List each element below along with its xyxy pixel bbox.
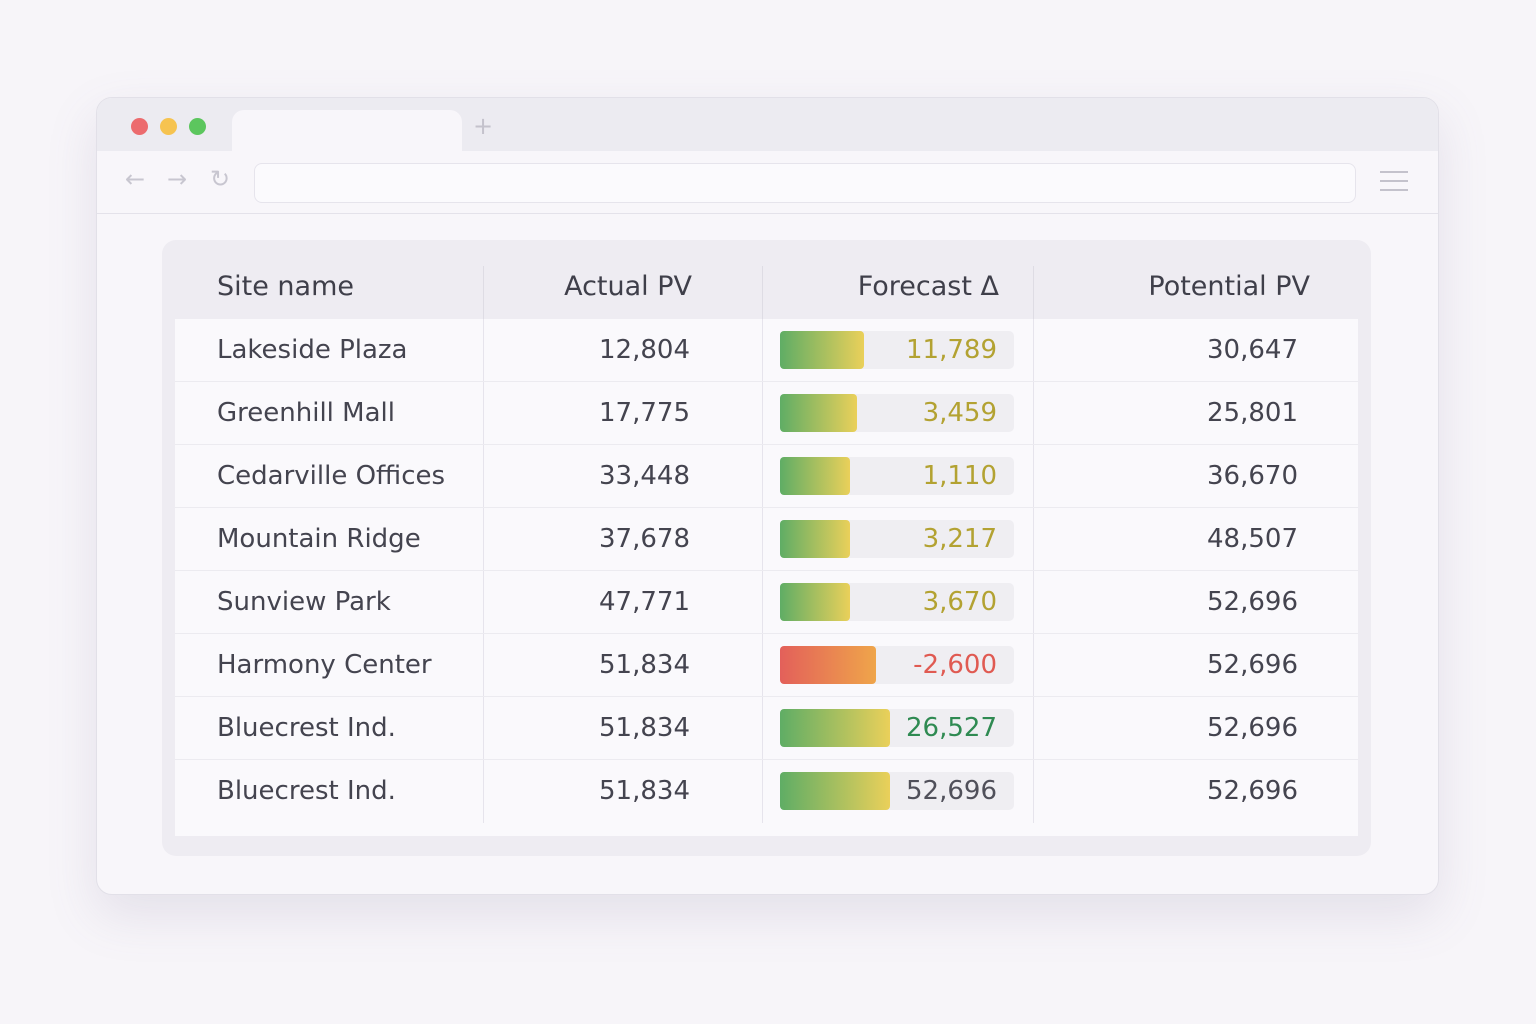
forecast-delta-value: 11,789 [906, 335, 997, 365]
site-name: Lakeside Plaza [175, 319, 484, 381]
forward-arrow-icon[interactable]: → [167, 165, 188, 193]
table-header: Site name Actual PV Forecast Δ Potential… [175, 240, 1358, 326]
forecast-bar-fill [780, 583, 851, 621]
potential-pv: 36,670 [1207, 461, 1298, 491]
back-arrow-icon[interactable]: ← [125, 165, 146, 193]
table-row[interactable]: Harmony Center 51,834 -2,600 52,696 [175, 634, 1358, 697]
actual-pv: 33,448 [484, 445, 763, 507]
forecast-cell: 1,110 [763, 445, 1034, 507]
table-body: Lakeside Plaza 12,804 11,789 30,647 Green… [175, 319, 1358, 836]
new-tab-button[interactable]: + [473, 112, 494, 140]
potential-pv: 52,696 [1207, 713, 1298, 743]
actual-pv: 51,834 [484, 697, 763, 759]
site-name: Mountain Ridge [175, 508, 484, 570]
header-site-name[interactable]: Site name [175, 266, 484, 326]
forecast-delta-value: 3,670 [922, 587, 997, 617]
table-row[interactable]: Bluecrest Ind. 51,834 26,527 52,696 [175, 697, 1358, 760]
site-name: Greenhill Mall [175, 382, 484, 444]
forecast-cell: 3,670 [763, 571, 1034, 633]
forecast-bar-track: 11,789 [780, 331, 1014, 369]
forecast-cell: 52,696 [763, 760, 1034, 823]
site-name: Cedarville Offices [175, 445, 484, 507]
forecast-bar-track: 1,110 [780, 457, 1014, 495]
forecast-bar-track: -2,600 [780, 646, 1014, 684]
potential-pv: 52,696 [1207, 587, 1298, 617]
browser-toolbar: ← → ↻ [97, 151, 1438, 214]
forecast-cell: 3,217 [763, 508, 1034, 570]
forecast-bar-track: 3,217 [780, 520, 1014, 558]
forecast-bar-fill [780, 646, 876, 684]
forecast-delta-value: -2,600 [913, 650, 997, 680]
forecast-cell: 3,459 [763, 382, 1034, 444]
potential-pv: 52,696 [1207, 776, 1298, 806]
actual-pv: 37,678 [484, 508, 763, 570]
table-row[interactable]: Mountain Ridge 37,678 3,217 48,507 [175, 508, 1358, 571]
forecast-delta-value: 3,459 [922, 398, 997, 428]
forecast-bar-fill [780, 394, 858, 432]
pv-table: Site name Actual PV Forecast Δ Potential… [162, 240, 1371, 856]
site-name: Bluecrest Ind. [175, 760, 484, 823]
header-forecast-delta[interactable]: Forecast Δ [763, 266, 1034, 326]
maximize-window-button[interactable] [189, 118, 206, 135]
table-row[interactable]: Lakeside Plaza 12,804 11,789 30,647 [175, 319, 1358, 382]
site-name: Harmony Center [175, 634, 484, 696]
forecast-delta-value: 1,110 [922, 461, 997, 491]
header-potential-pv[interactable]: Potential PV [1148, 271, 1310, 302]
table-row[interactable]: Cedarville Offices 33,448 1,110 36,670 [175, 445, 1358, 508]
forecast-bar-fill [780, 709, 890, 747]
browser-window: + ← → ↻ Site name Actual PV Forecast Δ P… [96, 97, 1439, 895]
forecast-delta-value: 52,696 [906, 776, 997, 806]
forecast-bar-fill [780, 457, 851, 495]
minimize-window-button[interactable] [160, 118, 177, 135]
forecast-bar-track: 52,696 [780, 772, 1014, 810]
potential-pv: 25,801 [1207, 398, 1298, 428]
actual-pv: 51,834 [484, 760, 763, 823]
actual-pv: 51,834 [484, 634, 763, 696]
table-row[interactable]: Bluecrest Ind. 51,834 52,696 52,696 [175, 760, 1358, 823]
actual-pv: 12,804 [484, 319, 763, 381]
site-name: Bluecrest Ind. [175, 697, 484, 759]
forecast-cell: 26,527 [763, 697, 1034, 759]
reload-icon[interactable]: ↻ [210, 165, 231, 193]
forecast-bar-track: 26,527 [780, 709, 1014, 747]
table-row[interactable]: Sunview Park 47,771 3,670 52,696 [175, 571, 1358, 634]
header-actual-pv[interactable]: Actual PV [484, 266, 763, 326]
site-name: Sunview Park [175, 571, 484, 633]
potential-pv: 48,507 [1207, 524, 1298, 554]
address-bar[interactable] [254, 163, 1356, 203]
actual-pv: 47,771 [484, 571, 763, 633]
hamburger-menu-icon[interactable] [1380, 171, 1408, 198]
forecast-bar-track: 3,459 [780, 394, 1014, 432]
forecast-cell: -2,600 [763, 634, 1034, 696]
forecast-bar-track: 3,670 [780, 583, 1014, 621]
forecast-cell: 11,789 [763, 319, 1034, 381]
actual-pv: 17,775 [484, 382, 763, 444]
forecast-bar-fill [780, 520, 851, 558]
forecast-bar-fill [780, 772, 890, 810]
potential-pv: 52,696 [1207, 650, 1298, 680]
tab-bar: + [97, 98, 1438, 152]
forecast-delta-value: 26,527 [906, 713, 997, 743]
potential-pv: 30,647 [1207, 335, 1298, 365]
forecast-bar-fill [780, 331, 865, 369]
forecast-delta-value: 3,217 [922, 524, 997, 554]
close-window-button[interactable] [131, 118, 148, 135]
table-row[interactable]: Greenhill Mall 17,775 3,459 25,801 [175, 382, 1358, 445]
browser-tab[interactable] [232, 110, 462, 152]
